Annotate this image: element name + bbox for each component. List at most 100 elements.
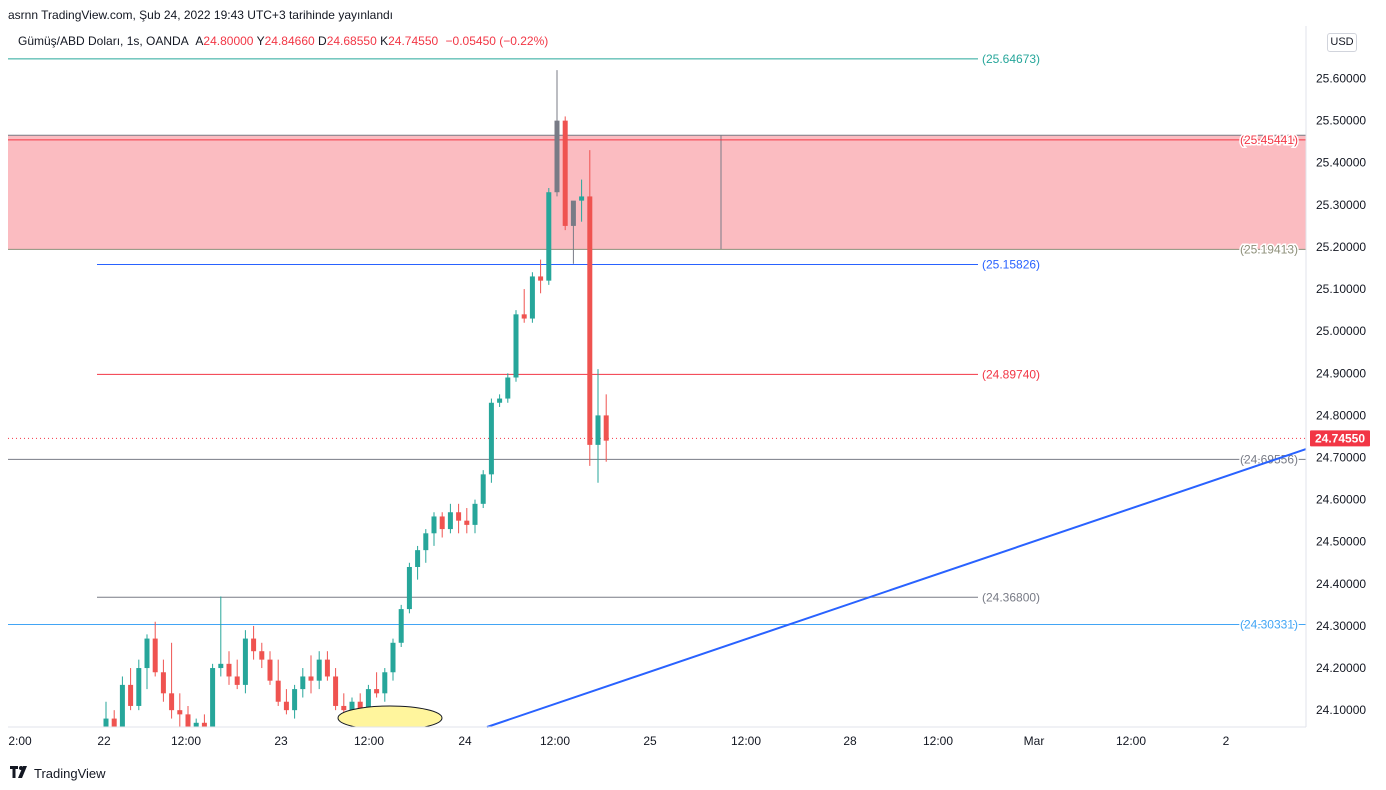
candle-body: [480, 474, 486, 504]
candle-body: [554, 120, 560, 193]
candle-body: [587, 196, 593, 445]
candle: [529, 272, 535, 323]
level-label: (25.64673): [982, 52, 1040, 66]
candle: [546, 188, 552, 285]
x-tick-label: 28: [843, 734, 857, 748]
candle: [144, 634, 150, 690]
candle: [136, 659, 142, 711]
candle-body: [415, 550, 421, 567]
candle-body: [464, 520, 470, 525]
candle-body: [283, 701, 289, 711]
candle: [603, 394, 609, 462]
candle-body: [439, 516, 445, 530]
resistance-zone: [8, 135, 1306, 250]
level-label: (24.30331): [1240, 618, 1298, 632]
candle-body: [160, 672, 166, 694]
candle-body: [603, 415, 609, 441]
candle-body: [357, 701, 363, 711]
candle: [497, 394, 503, 407]
ohlc-legend: Gümüş/ABD Doları, 1s, OANDA A24.80000 Y2…: [18, 34, 548, 48]
candle: [177, 693, 183, 727]
candle: [111, 710, 117, 727]
x-tick-label: 12:00: [1116, 734, 1146, 748]
y-tick-label: 24.80000: [1316, 408, 1366, 422]
candle: [242, 630, 248, 694]
candle-body: [521, 314, 527, 319]
y-tick-label: 24.30000: [1316, 619, 1366, 633]
candle: [554, 70, 560, 197]
candle: [308, 655, 314, 694]
candle-body: [497, 398, 503, 403]
ohlc-high: 24.84660: [264, 34, 315, 48]
tradingview-footer[interactable]: TradingView: [10, 765, 106, 781]
candle-body: [374, 689, 380, 694]
candle-body: [111, 718, 117, 727]
y-tick-label: 25.60000: [1316, 72, 1366, 86]
tradingview-wordmark: TradingView: [34, 765, 106, 781]
candle: [374, 672, 380, 698]
x-tick-label: 12:00: [731, 734, 761, 748]
level-label: (24.36800): [982, 590, 1040, 604]
candle-body: [267, 659, 273, 681]
candle: [234, 659, 240, 690]
x-tick-label: Mar: [1024, 734, 1045, 748]
candle-body: [259, 651, 265, 660]
candle-body: [570, 200, 576, 226]
y-tick-label: 25.30000: [1316, 198, 1366, 212]
candle: [431, 512, 437, 546]
candle: [152, 621, 158, 677]
ohlc-change: −0.05450 (−0.22%): [445, 34, 549, 48]
candle: [382, 668, 388, 702]
level-label: (24.89740): [982, 367, 1040, 381]
bottom-mask: [0, 727, 1386, 790]
candle: [406, 562, 412, 614]
last-price-label: 24.74550: [1315, 431, 1365, 445]
candle-body: [177, 710, 183, 715]
candle: [251, 625, 257, 660]
candle-body: [382, 672, 388, 694]
candle-body: [349, 701, 355, 711]
candle: [415, 545, 421, 580]
candle: [226, 651, 232, 685]
ohlc-open-key: A: [195, 34, 204, 48]
candle-body: [546, 192, 552, 281]
candle-body: [529, 276, 535, 319]
candle-body: [538, 276, 544, 281]
candle: [193, 718, 199, 727]
candle-body: [595, 415, 601, 445]
ohlc-close-key: K: [380, 34, 389, 48]
candle: [390, 638, 396, 681]
candle: [423, 529, 429, 563]
candle: [283, 689, 289, 715]
candle-body: [456, 512, 462, 521]
level-label: (24.69556): [1240, 452, 1298, 466]
candle: [480, 470, 486, 509]
x-tick-label: 12:00: [354, 734, 384, 748]
candle-body: [128, 684, 134, 706]
candle-body: [316, 659, 322, 681]
candle-body: [136, 668, 142, 706]
level-label: (25.19413): [1240, 242, 1298, 256]
ohlc-low: 24.68550: [326, 34, 377, 48]
x-tick-label: 22: [97, 734, 111, 748]
candle-body: [242, 638, 248, 685]
candle: [160, 659, 166, 702]
candle: [562, 116, 568, 231]
candle: [324, 651, 330, 681]
x-tick-label: 23: [274, 734, 288, 748]
candle: [398, 604, 404, 647]
currency-button[interactable]: USD: [1327, 33, 1357, 52]
candle: [587, 150, 593, 466]
y-tick-label: 25.20000: [1316, 240, 1366, 254]
x-tick-label: 24: [458, 734, 472, 748]
candle: [505, 373, 511, 403]
y-tick-label: 25.10000: [1316, 282, 1366, 296]
candle-body: [144, 638, 150, 669]
level-label: (25.15826): [982, 258, 1040, 272]
candle: [259, 642, 265, 669]
candle: [218, 596, 224, 677]
candle-body: [488, 402, 494, 475]
candle-body: [390, 642, 396, 673]
candle-body: [234, 676, 240, 685]
